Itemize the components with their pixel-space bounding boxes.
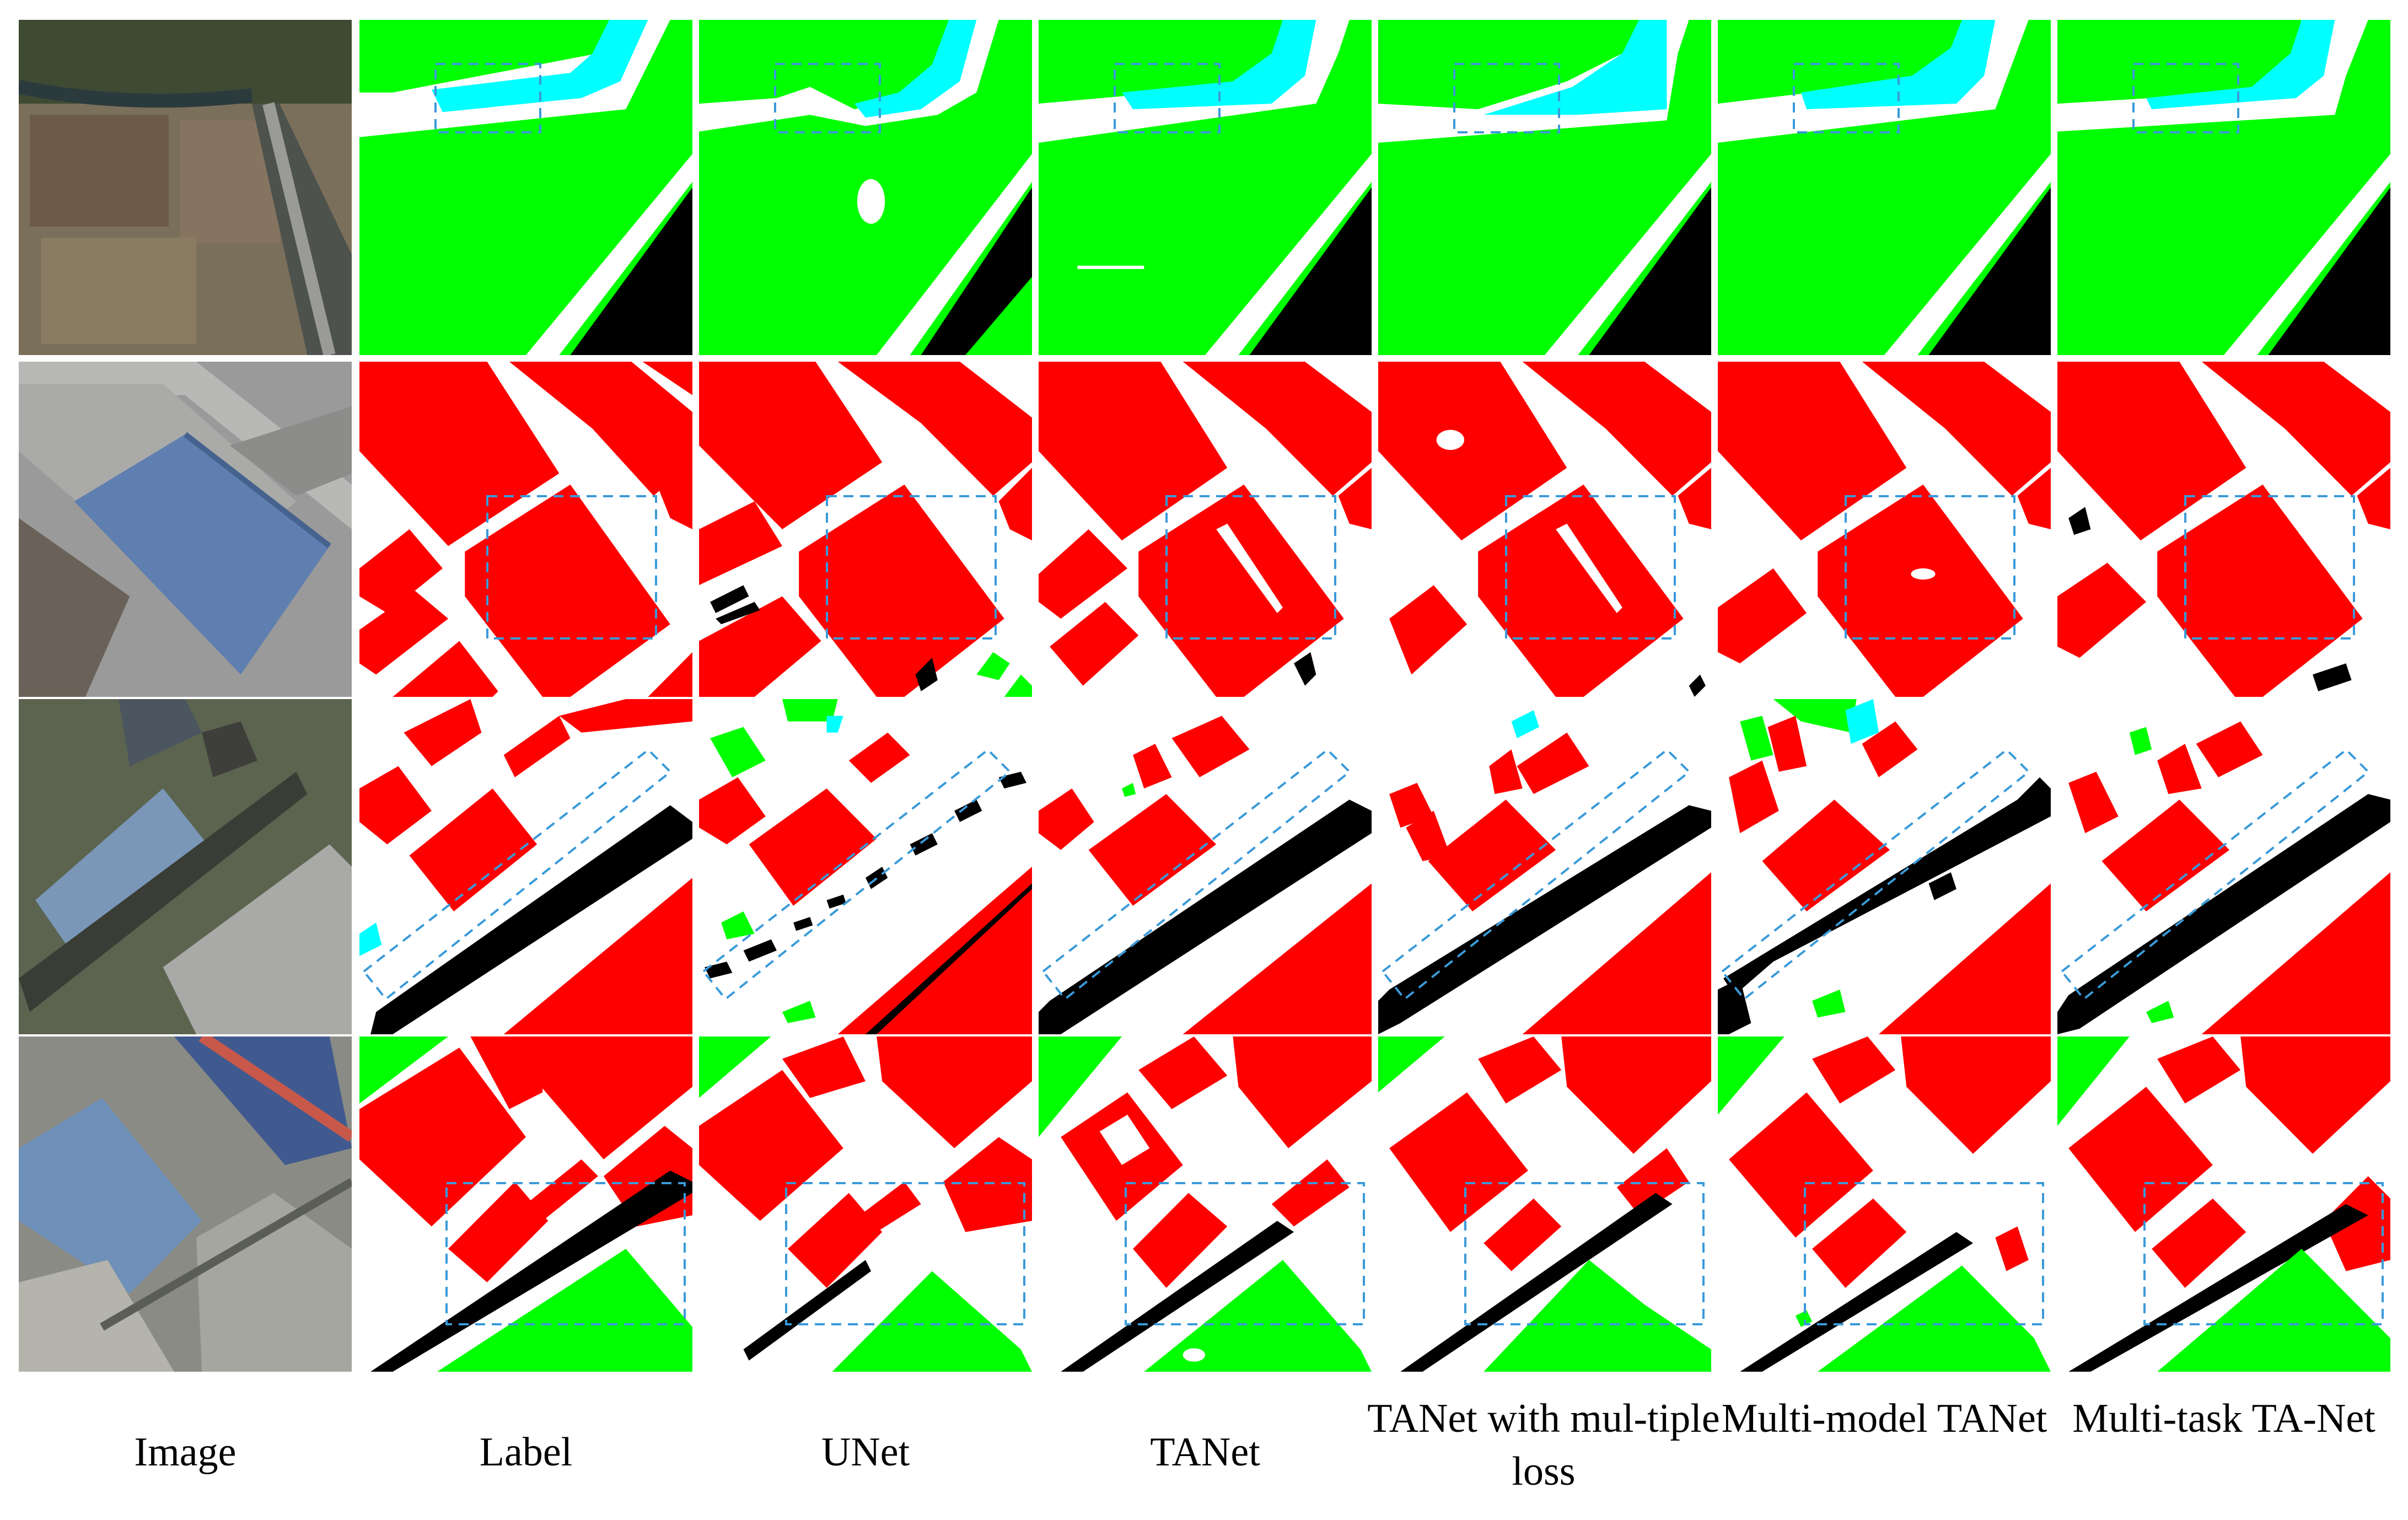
multi-task-tile-row-3 — [2057, 699, 2390, 1034]
tanet-tile-row-4 — [1039, 1036, 1372, 1372]
caption-image: Image — [134, 1430, 237, 1475]
image-tile-row-1 — [19, 20, 352, 355]
tanet-multi-loss-tile-row-2 — [1378, 362, 1711, 697]
image-tile-row-2 — [19, 362, 352, 697]
caption-label: Label — [479, 1430, 573, 1475]
image-tile-row-3 — [19, 699, 352, 1034]
unet-tile-row-4 — [699, 1036, 1032, 1372]
multi-model-tile-row-2 — [1718, 362, 2051, 697]
unet-tile-row-3 — [699, 699, 1032, 1034]
caption-tanet-multi-loss: TANet with mul-tiple loss — [1367, 1396, 1720, 1494]
unet-tile-row-1 — [699, 20, 1032, 355]
label-tile-row-1 — [359, 20, 692, 355]
caption-multi-model-tanet: Multi-model TANet — [1721, 1396, 2047, 1441]
multi-task-tile-row-4 — [2057, 1036, 2390, 1372]
tanet-multi-loss-tile-row-1 — [1378, 20, 1711, 355]
caption-multi-task-tanet: Multi-task TA-Net — [2072, 1396, 2375, 1441]
label-tile-row-3 — [359, 699, 692, 1034]
multi-model-tile-row-3 — [1718, 699, 2051, 1034]
image-tile-row-4 — [19, 1036, 352, 1372]
unet-tile-row-2 — [699, 362, 1032, 697]
label-tile-row-2 — [359, 362, 692, 697]
tanet-tile-row-2 — [1039, 362, 1372, 697]
label-tile-row-4 — [359, 1036, 692, 1372]
caption-unet: UNet — [821, 1430, 910, 1475]
multi-task-tile-row-2 — [2057, 362, 2390, 697]
multi-model-tile-row-4 — [1718, 1036, 2051, 1372]
tanet-tile-row-1 — [1039, 20, 1372, 355]
caption-tanet: TANet — [1150, 1430, 1260, 1475]
multi-task-tile-row-1 — [2057, 20, 2390, 355]
tanet-multi-loss-tile-row-4 — [1378, 1036, 1711, 1372]
multi-model-tile-row-1 — [1718, 20, 2051, 355]
tanet-multi-loss-tile-row-3 — [1378, 699, 1711, 1034]
tanet-tile-row-3 — [1039, 699, 1372, 1034]
